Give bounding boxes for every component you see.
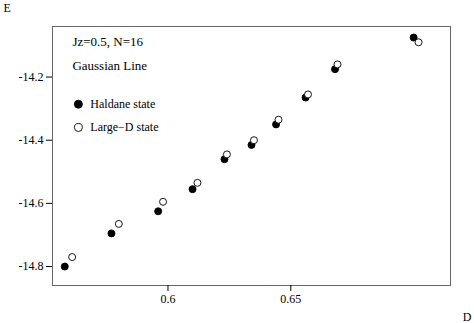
svg-text:0.6: 0.6	[160, 292, 175, 306]
svg-text:-14.4: -14.4	[19, 133, 44, 147]
svg-text:-14.2: -14.2	[19, 70, 44, 84]
svg-text:Haldane state: Haldane state	[90, 97, 155, 111]
svg-text:Large−D state: Large−D state	[90, 120, 158, 134]
svg-text:E: E	[4, 1, 11, 15]
svg-text:Gaussian Line: Gaussian Line	[72, 58, 147, 73]
svg-text:-14.6: -14.6	[19, 196, 44, 210]
svg-text:-14.8: -14.8	[19, 259, 44, 273]
svg-text:0.65: 0.65	[280, 292, 301, 306]
svg-text:D: D	[463, 310, 472, 323]
svg-text:Jz=0.5, N=16: Jz=0.5, N=16	[72, 34, 143, 49]
